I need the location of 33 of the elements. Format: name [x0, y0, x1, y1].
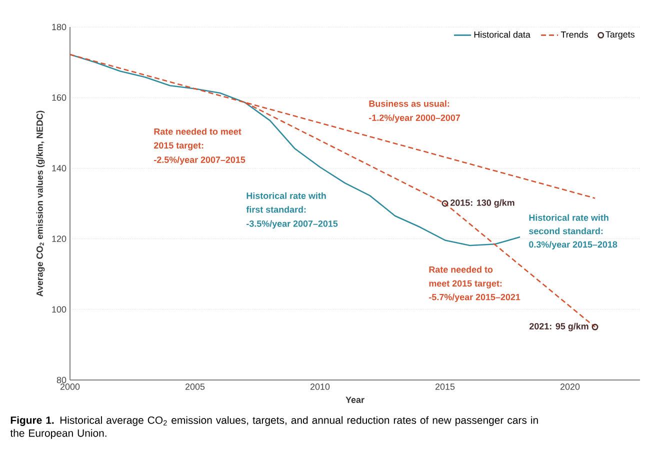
annotation: 2015: 130 g/km — [450, 199, 514, 208]
x-tick-label: 2000 — [60, 384, 80, 390]
text: Figure 1. Historical average CO$_{2}$ emission values, targets, and annual reduction rates of new passenger cars in the European Union. — [10, 416, 538, 439]
y-tick-label: 120 — [52, 236, 66, 242]
legend-label: Historical data — [474, 31, 530, 38]
annotation: -2.5%/year 2007–2015 — [154, 156, 246, 165]
annotation: -5.7%/year 2015–2021 — [429, 294, 520, 302]
y-tick-label: 100 — [52, 306, 66, 313]
y-tick-label: 80 — [56, 376, 66, 384]
legend-label: Targets — [606, 31, 635, 40]
annotation: 0.3%/year 2015–2018 — [529, 241, 618, 250]
x-tick-label: 2020 — [560, 384, 580, 390]
annotation: -1.2%/year 2000–2007 — [369, 114, 460, 123]
y-tick-label: 140 — [52, 165, 66, 172]
y-axis-title: Average CO$_{2}$ emission values (g/km, NEDC) — [36, 110, 45, 296]
annotation: 2021: 95 g/km — [529, 322, 588, 332]
x-tick-label: 2015 — [435, 384, 455, 390]
y-tick-label: 160 — [52, 94, 66, 101]
annotation: Rate needed to meet — [154, 128, 242, 135]
annotation: Rate needed to — [429, 266, 493, 273]
annotation: first standard: — [246, 206, 306, 213]
x-tick-label: 2010 — [310, 384, 330, 390]
y-tick-label: 180 — [52, 24, 66, 30]
annotation: meet 2015 target: — [429, 280, 502, 288]
annotation: -3.5%/year 2007–2015 — [246, 220, 338, 229]
annotation: second standard: — [529, 228, 603, 234]
x-tick-label: 2005 — [185, 384, 205, 390]
annotation: 2015 target: — [154, 142, 204, 150]
annotation: Historical rate with — [529, 214, 608, 221]
x-axis-title: Year — [346, 396, 364, 403]
annotation: Business as usual: — [369, 100, 450, 107]
annotation: Historical rate with — [246, 192, 326, 199]
legend-label: Trends — [560, 31, 588, 38]
